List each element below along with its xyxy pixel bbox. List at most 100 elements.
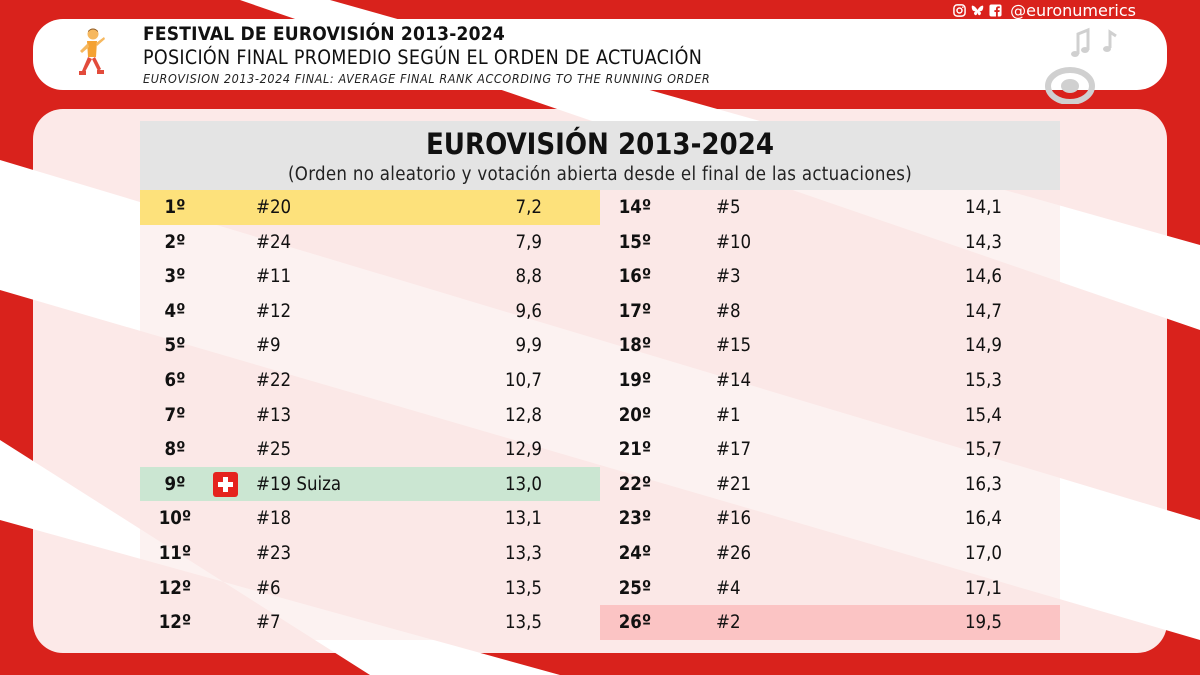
running-order-cell: #13 [256, 404, 292, 426]
table-row: 3º #11 8,8 [140, 259, 600, 294]
average-rank-cell: 16,4 [964, 508, 1002, 530]
table-row: 6º #22 10,7 [140, 363, 600, 398]
running-order-cell: #25 [256, 439, 292, 461]
average-rank-cell: 14,3 [964, 231, 1002, 253]
rank-cell: 22º [618, 473, 652, 495]
running-order-cell: #8 [716, 300, 741, 322]
running-order-cell: #21 [716, 473, 752, 495]
music-notes-icon [1045, 27, 1117, 104]
running-order-cell: #20 [256, 197, 292, 218]
table-row: 17º #8 14,7 [600, 294, 1060, 329]
running-order-cell: #7 [256, 612, 281, 634]
running-order-cell: #23 [256, 542, 292, 564]
average-rank-cell: 8,8 [515, 266, 542, 288]
average-rank-cell: 15,4 [964, 404, 1002, 426]
table-row: 15º #10 14,3 [600, 225, 1060, 260]
rank-cell: 26º [618, 612, 652, 634]
table-row: 12º #7 13,5 [140, 605, 600, 640]
page-subtitle: POSICIÓN FINAL PROMEDIO SEGÚN EL ORDEN D… [143, 46, 703, 69]
rank-cell: 8º [164, 439, 186, 461]
table-row: 25º #4 17,1 [600, 571, 1060, 606]
average-rank-cell: 17,0 [964, 542, 1002, 564]
average-rank-cell: 14,6 [964, 266, 1002, 288]
table-row: 20º #1 15,4 [600, 398, 1060, 433]
instagram-icon [953, 3, 966, 17]
running-order-cell: #1 [716, 404, 741, 426]
rank-cell: 4º [164, 300, 186, 322]
table-row: 4º #12 9,6 [140, 294, 600, 329]
rank-cell: 24º [618, 542, 652, 564]
table-row: 12º #6 13,5 [140, 571, 600, 606]
rank-cell: 12º [158, 577, 192, 599]
facebook-icon [989, 3, 1002, 17]
running-order-cell: #19 Suiza [256, 473, 342, 495]
table-row: 2º #24 7,9 [140, 225, 600, 260]
running-order-cell: #24 [256, 231, 292, 253]
average-rank-cell: 13,0 [504, 473, 542, 495]
table-row: 26º #2 19,5 [600, 605, 1060, 640]
rank-cell: 16º [618, 266, 652, 288]
rank-cell: 6º [164, 369, 186, 391]
social-handle: @euronumerics [1010, 0, 1136, 20]
table-row: 7º #13 12,8 [140, 398, 600, 433]
page-title: FESTIVAL DE EUROVISIÓN 2013-2024 [143, 23, 505, 45]
table-row: 14º #5 14,1 [600, 190, 1060, 225]
rank-cell: 3º [164, 266, 186, 288]
average-rank-cell: 14,9 [964, 335, 1002, 357]
average-rank-cell: 19,5 [964, 612, 1002, 634]
running-order-cell: #12 [256, 300, 292, 322]
average-rank-cell: 7,2 [515, 197, 542, 218]
rank-cell: 2º [164, 231, 186, 253]
rank-cell: 1º [164, 197, 186, 218]
average-rank-cell: 15,7 [964, 439, 1002, 461]
average-rank-cell: 15,3 [964, 369, 1002, 391]
table-row: 5º #9 9,9 [140, 328, 600, 363]
switzerland-flag-icon [213, 471, 238, 497]
runner-icon [79, 28, 105, 75]
average-rank-cell: 13,3 [504, 542, 542, 564]
running-order-cell: #3 [716, 266, 741, 288]
table-row: 10º #18 13,1 [140, 501, 600, 536]
running-order-cell: #11 [256, 266, 292, 288]
rank-cell: 18º [618, 335, 652, 357]
table-row: 11º #23 13,3 [140, 536, 600, 571]
rank-cell: 15º [618, 231, 652, 253]
rank-cell: 20º [618, 404, 652, 426]
average-rank-cell: 17,1 [964, 577, 1002, 599]
running-order-cell: #16 [716, 508, 752, 530]
running-order-cell: #2 [716, 612, 741, 634]
rank-cell: 9º [164, 473, 186, 495]
average-rank-cell: 12,9 [504, 439, 542, 461]
table-row: 23º #16 16,4 [600, 501, 1060, 536]
average-rank-cell: 13,1 [504, 508, 542, 530]
table-row: 8º #25 12,9 [140, 432, 600, 467]
running-order-cell: #4 [716, 577, 741, 599]
running-order-cell: #14 [716, 369, 752, 391]
average-rank-cell: 14,1 [964, 197, 1002, 218]
table-title: EUROVISIÓN 2013-2024 [425, 127, 775, 161]
english-subtitle: EUROVISION 2013-2024 FINAL: AVERAGE FINA… [143, 71, 711, 86]
rank-cell: 10º [158, 508, 192, 530]
table-row: 16º #3 14,6 [600, 259, 1060, 294]
header-card: FESTIVAL DE EUROVISIÓN 2013-2024 POSICIÓ… [33, 19, 1167, 90]
ranking-table: EUROVISIÓN 2013-2024 (Orden no aleatorio… [140, 121, 1060, 641]
social-bar: @euronumerics [953, 0, 1136, 20]
average-rank-cell: 9,9 [515, 335, 542, 357]
rank-cell: 5º [164, 335, 186, 357]
running-order-cell: #18 [256, 508, 292, 530]
bluesky-icon [971, 5, 984, 15]
table-subtitle: (Orden no aleatorio y votación abierta d… [288, 164, 912, 185]
table-row: 18º #15 14,9 [600, 328, 1060, 363]
running-order-cell: #17 [716, 439, 752, 461]
table-row: 22º #21 16,3 [600, 467, 1060, 502]
right-column: 14º #5 14,1 15º #10 14,3 16º #3 14,6 17º #8 14,7 18º… [600, 190, 1060, 640]
running-order-cell: #15 [716, 335, 752, 357]
running-order-cell: #26 [716, 542, 752, 564]
table-row: 21º #17 15,7 [600, 432, 1060, 467]
average-rank-cell: 10,7 [504, 369, 542, 391]
rank-cell: 14º [618, 197, 652, 218]
average-rank-cell: 13,5 [504, 612, 542, 634]
table-row: 1º #20 7,2 [140, 190, 600, 225]
average-rank-cell: 9,6 [515, 300, 542, 322]
rank-cell: 21º [618, 439, 652, 461]
